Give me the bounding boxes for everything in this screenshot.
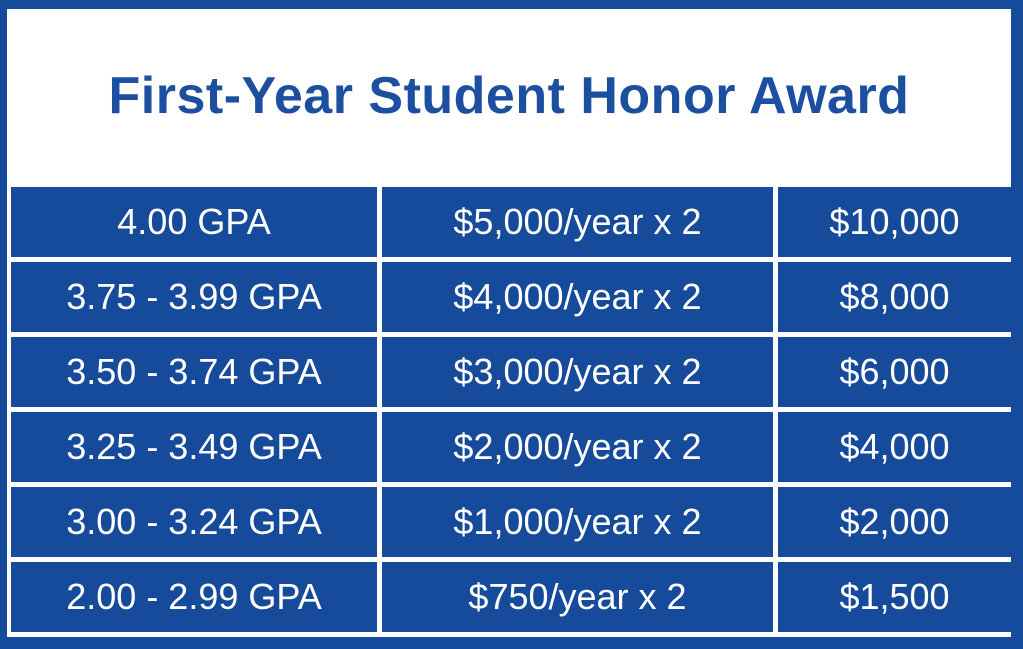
per-year-cell: $5,000/year x 2 [382,187,773,257]
total-cell: $1,500 [778,562,1011,632]
per-year-cell: $1,000/year x 2 [382,487,773,557]
gpa-cell: 3.00 - 3.24 GPA [11,487,377,557]
page-title: First-Year Student Honor Award [108,67,910,125]
gpa-cell: 3.75 - 3.99 GPA [11,262,377,332]
total-cell: $6,000 [778,337,1011,407]
per-year-cell: $750/year x 2 [382,562,773,632]
per-year-cell: $2,000/year x 2 [382,412,773,482]
award-table: 4.00 GPA $5,000/year x 2 $10,000 3.75 - … [11,187,1011,632]
total-cell: $10,000 [778,187,1011,257]
award-table-panel: First-Year Student Honor Award 4.00 GPA … [7,9,1011,637]
gpa-cell: 3.50 - 3.74 GPA [11,337,377,407]
per-year-cell: $4,000/year x 2 [382,262,773,332]
gpa-cell: 2.00 - 2.99 GPA [11,562,377,632]
per-year-cell: $3,000/year x 2 [382,337,773,407]
total-cell: $4,000 [778,412,1011,482]
gpa-cell: 3.25 - 3.49 GPA [11,412,377,482]
gpa-cell: 4.00 GPA [11,187,377,257]
total-cell: $8,000 [778,262,1011,332]
table-header: First-Year Student Honor Award [7,9,1011,183]
total-cell: $2,000 [778,487,1011,557]
